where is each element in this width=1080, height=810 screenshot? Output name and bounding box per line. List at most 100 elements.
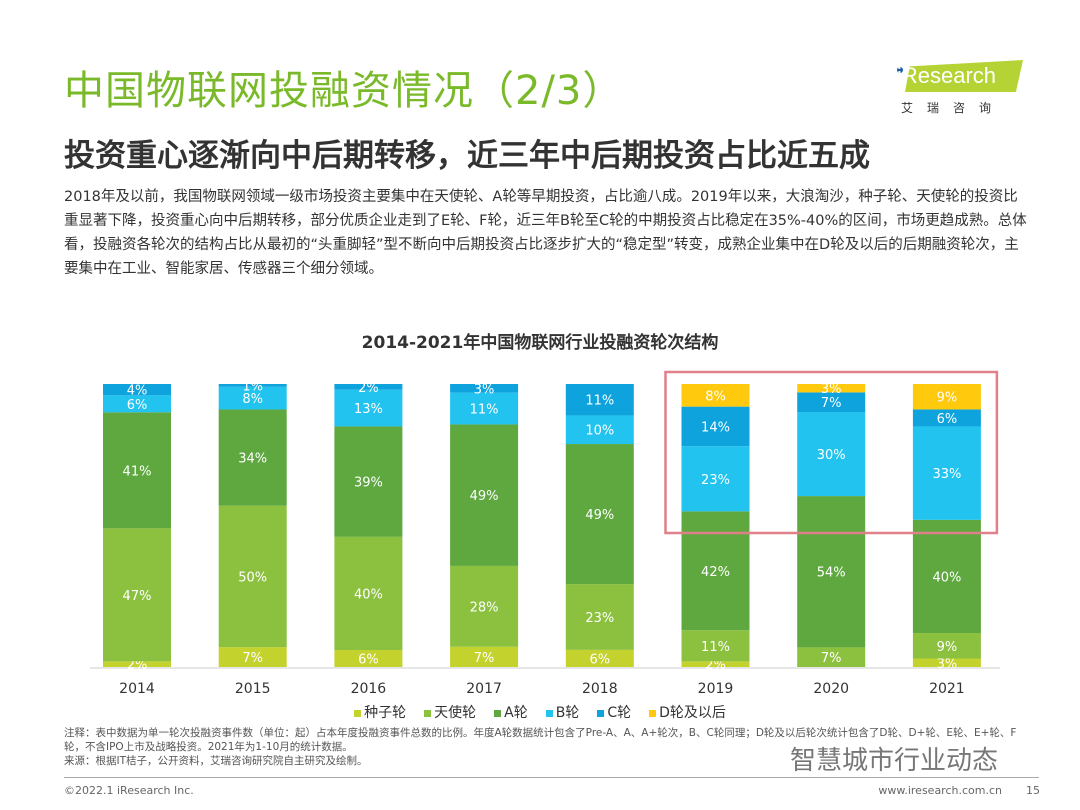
data-label: 3% (474, 382, 495, 397)
x-tick-label: 2018 (582, 681, 618, 697)
x-tick-label: 2016 (351, 681, 387, 697)
bar-segment (912, 426, 981, 520)
data-label: 11% (701, 640, 730, 655)
data-label: 6% (358, 653, 379, 668)
data-label: 23% (701, 473, 730, 488)
legend-item: D轮及以后 (649, 705, 726, 721)
data-label: 54% (817, 566, 846, 581)
x-tick-label: 2014 (119, 681, 155, 697)
bar-segment (565, 444, 634, 585)
bar-segment (450, 565, 519, 647)
footer-divider (64, 777, 1039, 778)
stacked-bar-chart: 2%47%41%6%4%20147%50%34%8%1%20156%40%39%… (90, 370, 1000, 697)
data-label: 50% (238, 570, 267, 585)
bar-segment (681, 511, 750, 631)
data-label: 2% (358, 381, 379, 396)
data-label: 7% (821, 396, 842, 411)
x-tick-label: 2020 (813, 681, 849, 697)
data-label: 42% (701, 565, 730, 580)
legend-label: D轮及以后 (659, 705, 726, 721)
bar-segment (912, 519, 981, 634)
legend-label: B轮 (555, 705, 580, 721)
bar-segment (797, 647, 866, 667)
bar-segment (797, 384, 866, 393)
bar-segment (565, 415, 634, 445)
data-label: 34% (238, 452, 267, 467)
data-label: 8% (705, 389, 726, 404)
bar-segment (912, 658, 981, 667)
data-label: 49% (470, 489, 499, 504)
source-text: 来源：根据IT桔子，公开资料，艾瑞咨询研究院自主研究及绘制。 (64, 755, 368, 767)
bar-segment (565, 649, 634, 667)
watermark: 智慧城市行业动态 (790, 746, 999, 776)
footer-url: www.iresearch.com.cn (878, 784, 1002, 797)
footer-right: www.iresearch.com.cn 15 (878, 784, 1040, 797)
data-label: 39% (354, 476, 383, 491)
data-label: 1% (242, 379, 263, 394)
data-label: 41% (123, 464, 152, 479)
bar-segment (565, 384, 634, 416)
page-title: 中国物联网投融资情况（2/3） (64, 68, 624, 114)
bar-segment (103, 661, 171, 667)
bar-segment (218, 386, 287, 410)
bar-segment (450, 392, 519, 425)
highlight-box (664, 370, 999, 535)
data-label: 8% (242, 392, 263, 407)
data-label: 13% (354, 402, 383, 417)
x-tick-label: 2017 (466, 681, 502, 697)
bar-segment (334, 650, 403, 667)
bar-segment (797, 392, 866, 413)
note-text: 注释：表中数据为单一轮次投融资事件数（单位：起）占本年度投融资事件总数的比例。年… (64, 727, 1017, 753)
chart-notes: 注释：表中数据为单一轮次投融资事件数（单位：起）占本年度投融资事件总数的比例。年… (64, 726, 1024, 768)
data-label: 6% (127, 398, 148, 413)
data-label: 11% (585, 394, 614, 409)
bar-segment (218, 384, 287, 387)
data-label: 7% (242, 651, 263, 666)
bar-segment (912, 384, 981, 410)
bar-segment (681, 406, 750, 447)
bar-segment (797, 496, 866, 648)
data-label: 6% (937, 412, 958, 427)
legend-swatch (354, 709, 362, 717)
chart-legend: 种子轮 天使轮 A轮 B轮 C轮 D轮及以后 (0, 702, 1080, 722)
data-label: 23% (585, 611, 614, 626)
data-label: 7% (474, 651, 495, 666)
body-text: 2018年及以前，我国物联网领域一级市场投资主要集中在天使轮、A轮等早期投资，占… (64, 189, 1027, 277)
data-label: 49% (585, 508, 614, 523)
legend-label: 种子轮 (364, 705, 407, 721)
data-label: 2% (127, 658, 148, 673)
footer-copyright: ©2022.1 iResearch Inc. (64, 784, 194, 797)
bar-segment (103, 395, 171, 413)
legend-swatch (494, 709, 502, 717)
data-label: 2% (705, 658, 726, 673)
bar-segment (334, 426, 403, 537)
legend-item: B轮 (545, 705, 580, 721)
bar-segment (103, 384, 171, 396)
bar-segment (912, 633, 981, 659)
data-label: 10% (585, 424, 614, 439)
bar-segment (450, 646, 519, 667)
data-label: 40% (354, 587, 383, 602)
data-label: 14% (701, 420, 730, 435)
data-label: 3% (937, 657, 958, 672)
data-label: 33% (932, 467, 961, 482)
bar-segment (681, 630, 750, 662)
legend-label: A轮 (504, 705, 528, 721)
legend-item: C轮 (597, 705, 631, 721)
bar-segment (103, 528, 171, 662)
bar-segment (681, 661, 750, 667)
data-label: 40% (932, 570, 961, 585)
bar-segment (450, 424, 519, 566)
bar-segment (565, 584, 634, 650)
bar-segment (797, 412, 866, 497)
bar-segment (218, 647, 287, 667)
bar-segment (103, 412, 171, 529)
bar-segment (681, 384, 750, 407)
data-label: 6% (589, 652, 610, 667)
data-label: 11% (470, 403, 499, 418)
bar-segment (218, 409, 287, 506)
legend-swatch (424, 709, 432, 717)
legend-label: 天使轮 (434, 705, 477, 721)
legend-swatch (545, 709, 553, 717)
data-label: 47% (123, 589, 152, 604)
